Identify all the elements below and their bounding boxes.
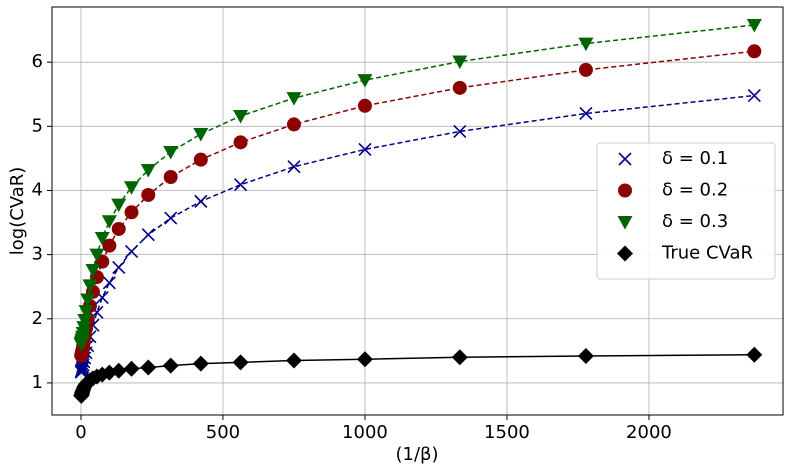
marker: [579, 106, 593, 121]
legend: δ = 0.1 δ = 0.2 δ = 0.3 True CVaR: [596, 142, 776, 280]
marker: [193, 152, 208, 167]
legend-label: δ = 0.1: [662, 148, 728, 169]
marker: [77, 314, 93, 328]
marker: [124, 181, 140, 195]
marker: [102, 238, 117, 253]
legend-label: δ = 0.3: [662, 211, 728, 232]
y-tick-label: 5: [32, 115, 43, 136]
marker: [617, 245, 633, 262]
marker: [163, 170, 178, 184]
x-axis-label: (1/β): [395, 444, 438, 465]
marker: [452, 80, 467, 95]
marker: [746, 346, 763, 363]
x-tick-label: 1500: [484, 422, 530, 443]
marker: [746, 18, 762, 33]
marker: [163, 145, 179, 160]
marker: [111, 198, 127, 213]
y-axis-label: log(CVaR): [7, 167, 28, 256]
marker: [111, 221, 126, 236]
marker: [453, 124, 467, 139]
y-tick-label: 6: [32, 51, 43, 72]
marker: [285, 352, 302, 369]
marker: [140, 163, 156, 178]
marker: [451, 349, 468, 366]
marker: [75, 326, 91, 341]
marker: [76, 321, 92, 335]
marker: [164, 211, 178, 225]
marker: [357, 98, 372, 113]
marker: [358, 142, 372, 156]
marker: [357, 74, 373, 88]
legend-label: True CVaR: [661, 243, 753, 264]
marker: [192, 355, 209, 372]
marker: [140, 359, 157, 376]
marker: [356, 351, 373, 368]
marker: [89, 248, 105, 263]
legend-label: δ = 0.2: [662, 180, 728, 201]
y-tick-label: 3: [32, 244, 43, 265]
x-tick-label: 0: [75, 422, 86, 443]
marker: [577, 347, 594, 364]
marker: [162, 357, 179, 374]
marker: [233, 135, 248, 150]
x-tick-label: 500: [206, 422, 240, 443]
y-tick-label: 4: [32, 179, 43, 200]
y-tick-label: 1: [32, 372, 43, 393]
x-tick-label: 1000: [342, 422, 388, 443]
marker: [232, 354, 249, 371]
marker: [80, 293, 96, 308]
marker: [112, 260, 126, 275]
marker: [747, 44, 762, 59]
marker: [234, 178, 248, 192]
marker: [101, 215, 117, 229]
marker: [85, 264, 101, 278]
marker: [124, 205, 139, 220]
plot-frame: [51, 6, 784, 416]
marker: [287, 160, 301, 174]
marker: [75, 360, 90, 374]
marker: [141, 228, 155, 242]
marker: [82, 279, 98, 293]
marker: [102, 276, 116, 290]
marker: [452, 55, 468, 70]
marker: [578, 62, 593, 77]
marker: [194, 194, 208, 208]
marker: [578, 37, 594, 52]
marker: [193, 128, 209, 142]
legend-box: [596, 142, 776, 280]
marker: [123, 360, 140, 377]
series-line: [80, 353, 755, 397]
marker: [141, 187, 156, 202]
marker: [618, 183, 632, 198]
marker: [286, 92, 302, 106]
marker: [94, 231, 110, 246]
marker: [286, 117, 301, 132]
marker: [124, 244, 139, 258]
marker: [233, 110, 249, 124]
y-tick-label: 2: [32, 308, 43, 329]
marker: [78, 305, 94, 319]
marker: [617, 216, 633, 230]
marker: [110, 362, 127, 379]
marker: [618, 152, 632, 166]
marker: [747, 88, 761, 103]
x-tick-label: 2000: [626, 422, 672, 443]
